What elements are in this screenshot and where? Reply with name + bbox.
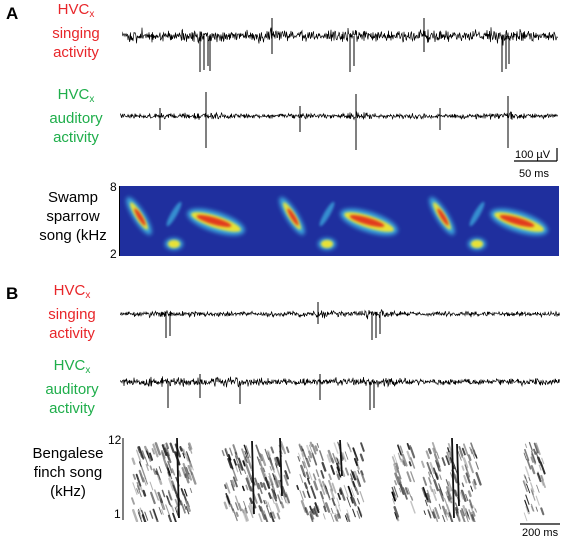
- panel-a-singing-trace: [122, 18, 558, 72]
- panel-a-scalebar: [514, 148, 558, 162]
- panel-b-time-scale-label: 200 ms: [522, 527, 559, 539]
- panel-a-song-ybottom: 2: [110, 247, 117, 261]
- panel-a-song-label: Swamp sparrow song (kHz: [39, 189, 107, 244]
- panel-a-swamp-sparrow-spectrogram: [119, 186, 559, 256]
- spectrogram-background: [119, 186, 559, 256]
- panel-a-auditory-trace: [120, 92, 558, 150]
- panel-b-auditory-trace: [120, 374, 560, 410]
- panel-b-song-ytop: 12: [108, 433, 122, 447]
- panel-a-auditory-label: HVCx auditory activity: [49, 86, 103, 146]
- panel-b-bengalese-finch-spectrogram: [122, 437, 546, 522]
- panel-b-scalebar: [520, 523, 560, 525]
- panel-b-auditory-label: HVCx auditory activity: [45, 357, 99, 417]
- panel-b-singing-trace: [120, 302, 560, 340]
- trace-line: [120, 111, 558, 121]
- panel-a-letter: A: [6, 4, 19, 23]
- trace-line: [120, 308, 560, 320]
- panel-b-song-ybottom: 1: [114, 507, 121, 521]
- panel-a-song-ytop: 8: [110, 180, 117, 194]
- panel-b-letter: B: [6, 284, 19, 303]
- panel-b-singing-label: HVCx singing activity: [48, 282, 96, 342]
- trace-line: [122, 27, 558, 46]
- panel-a-time-scale-label: 50 ms: [519, 168, 549, 180]
- panel-a-singing-label: HVCx singing activity: [52, 1, 100, 61]
- trace-line: [120, 376, 560, 388]
- panel-a-amplitude-scale-label: 100 µV: [515, 149, 551, 161]
- panel-b-song-label: Bengalese finch song (kHz): [32, 445, 104, 500]
